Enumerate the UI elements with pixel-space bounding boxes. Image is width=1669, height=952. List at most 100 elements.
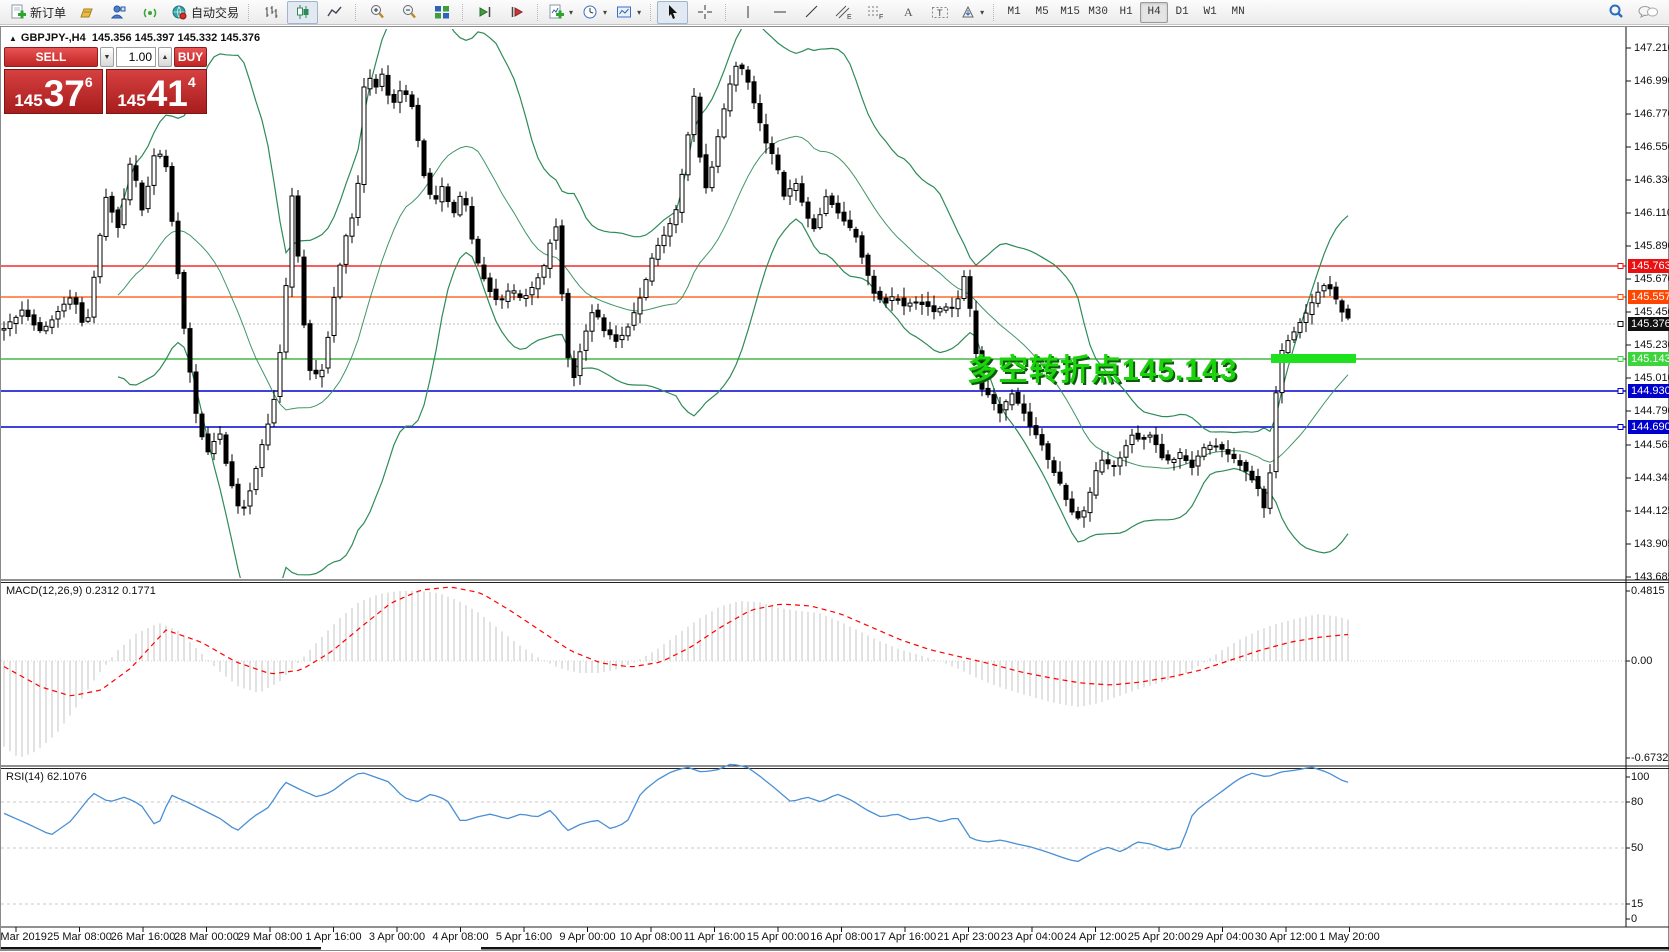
sell-button[interactable]: SELL xyxy=(4,47,98,67)
rsi-axis-label: 0 xyxy=(1631,913,1638,925)
chart-window[interactable]: ▲ GBPJPY-,H4 145.356 145.397 145.332 145.… xyxy=(0,26,1669,951)
price-axis-label: 146.770 xyxy=(1634,108,1669,120)
vertical-line-tool-button[interactable] xyxy=(732,1,763,24)
time-axis-label: 23 Apr 04:00 xyxy=(1000,931,1064,943)
toolbar-separator xyxy=(537,3,539,21)
new-order-label: 新订单 xyxy=(30,5,67,20)
timeframe-button-d1[interactable]: D1 xyxy=(1175,6,1189,19)
cursor-tool-button[interactable] xyxy=(657,0,689,24)
text-tool-button[interactable]: A xyxy=(892,1,923,24)
dropdown-arrow-icon: ▾ xyxy=(569,7,574,17)
toolbar-separator xyxy=(993,3,995,21)
price-axis-label: 144.345 xyxy=(1634,472,1669,484)
periods-button[interactable]: ▾ xyxy=(578,1,611,24)
zoom-out-button[interactable] xyxy=(394,1,425,24)
price-axis-label: 145.890 xyxy=(1634,240,1669,252)
zoom-out-icon xyxy=(401,4,418,21)
dropdown-arrow-icon: ▾ xyxy=(980,7,985,17)
clock-icon xyxy=(582,4,599,21)
search-button[interactable] xyxy=(1600,1,1631,24)
arrows-tool-button[interactable]: ▾ xyxy=(956,1,988,24)
macd-axis-label: 0.00 xyxy=(1631,655,1653,667)
volume-increase-button[interactable]: ▲ xyxy=(158,47,172,67)
auto-scroll-button[interactable] xyxy=(469,1,500,24)
arrows-icon xyxy=(960,4,976,20)
new-order-button[interactable]: 新订单 xyxy=(6,1,70,24)
toolbar-separator xyxy=(248,3,250,21)
time-axis-label: 10 Apr 08:00 xyxy=(619,931,683,943)
bar-chart-type-button[interactable] xyxy=(255,1,286,24)
line-chart-icon xyxy=(326,4,343,20)
timeframe-button-w1[interactable]: W1 xyxy=(1203,6,1217,19)
candle-chart-type-button[interactable] xyxy=(287,0,319,24)
time-axis-label: 29 Mar 08:00 xyxy=(237,931,303,943)
time-axis-label: 30 Apr 12:00 xyxy=(1254,931,1318,943)
market-watch-icon xyxy=(78,4,95,21)
toolbar: 新订单 自动交易 ▾ ▾ xyxy=(0,0,1669,25)
price-axis-label: 146.550 xyxy=(1634,141,1669,153)
line-chart-type-button[interactable] xyxy=(319,1,350,24)
text-label-tool-button[interactable]: T xyxy=(924,1,955,24)
signal-button[interactable] xyxy=(135,1,166,24)
buy-price-box[interactable]: 145 41 4 xyxy=(106,69,207,114)
chat-button[interactable] xyxy=(1632,1,1663,24)
price-axis-label: 145.010 xyxy=(1634,372,1669,384)
channel-tool-button[interactable]: E xyxy=(828,1,859,24)
horizontal-line-tool-button[interactable] xyxy=(764,1,795,24)
timeframe-button-h4[interactable]: H4 xyxy=(1140,1,1169,23)
volume-decrease-button[interactable]: ▼ xyxy=(100,47,114,67)
price-marker-label: 145.376 xyxy=(1628,317,1669,331)
time-axis-label: 24 Apr 12:00 xyxy=(1064,931,1127,943)
zoom-in-button[interactable] xyxy=(362,1,393,24)
auto-trading-button[interactable]: 自动交易 xyxy=(167,1,243,24)
timeframe-button-mn[interactable]: MN xyxy=(1231,6,1245,19)
chart-shift-button[interactable] xyxy=(501,1,532,24)
data-window-icon xyxy=(110,4,127,21)
rsi-axis-label: 80 xyxy=(1631,796,1644,808)
svg-text:F: F xyxy=(879,14,883,20)
trendline-icon xyxy=(804,4,820,20)
crosshair-tool-button[interactable] xyxy=(689,1,720,24)
price-axis-label: 146.990 xyxy=(1634,75,1669,87)
collapse-arrow-icon[interactable]: ▲ xyxy=(9,34,17,43)
templates-button[interactable]: ▾ xyxy=(612,1,645,24)
time-axis-label: 3 Apr 00:00 xyxy=(368,931,426,943)
timeframe-button-m1[interactable]: M1 xyxy=(1007,6,1021,19)
price-axis-label: 147.210 xyxy=(1634,42,1669,54)
tile-windows-button[interactable] xyxy=(426,1,457,24)
time-axis-label: 5 Apr 16:00 xyxy=(495,931,553,943)
chart-annotation-text[interactable]: 多空转折点145.143 xyxy=(967,354,1238,387)
timeframe-button-m5[interactable]: M5 xyxy=(1035,6,1049,19)
fibonacci-icon: F xyxy=(867,4,885,21)
signal-icon xyxy=(142,4,159,21)
time-axis-label: 21 Apr 23:00 xyxy=(937,931,1000,943)
timeframe-button-h1[interactable]: H1 xyxy=(1119,6,1133,19)
timeframe-button-m30[interactable]: M30 xyxy=(1088,6,1108,19)
volume-input[interactable] xyxy=(116,47,156,67)
buy-button[interactable]: BUY xyxy=(174,47,207,67)
bar-chart-icon xyxy=(263,4,279,20)
time-axis-label: 17 Apr 16:00 xyxy=(873,931,937,943)
buy-price-big: 41 xyxy=(146,73,188,114)
chart-shift-icon xyxy=(509,4,525,20)
timeframe-group: M1 M5 M15 M30 H1 H4 D1 W1 MN xyxy=(1000,1,1252,23)
svg-text:A: A xyxy=(904,5,913,19)
sell-price-box[interactable]: 145 37 6 xyxy=(4,69,103,114)
chart-canvas[interactable] xyxy=(1,27,1669,952)
price-marker-label: 144.690 xyxy=(1628,420,1669,434)
trendline-tool-button[interactable] xyxy=(796,1,827,24)
search-icon xyxy=(1607,3,1625,21)
fibonacci-tool-button[interactable]: F xyxy=(860,1,891,24)
price-axis-label: 145.670 xyxy=(1634,273,1669,285)
sell-price-big: 37 xyxy=(43,73,85,114)
rsi-title: RSI(14) xyxy=(6,771,44,783)
horizontal-line-icon xyxy=(772,4,788,20)
crosshair-icon xyxy=(697,4,713,20)
cursor-icon xyxy=(665,4,681,20)
macd-histogram xyxy=(3,591,1349,757)
time-axis-label: 22 Mar 2019 xyxy=(0,931,47,943)
data-window-button[interactable] xyxy=(103,1,134,24)
indicators-button[interactable]: ▾ xyxy=(544,1,577,24)
market-watch-button[interactable] xyxy=(71,1,102,24)
timeframe-button-m15[interactable]: M15 xyxy=(1060,6,1080,19)
